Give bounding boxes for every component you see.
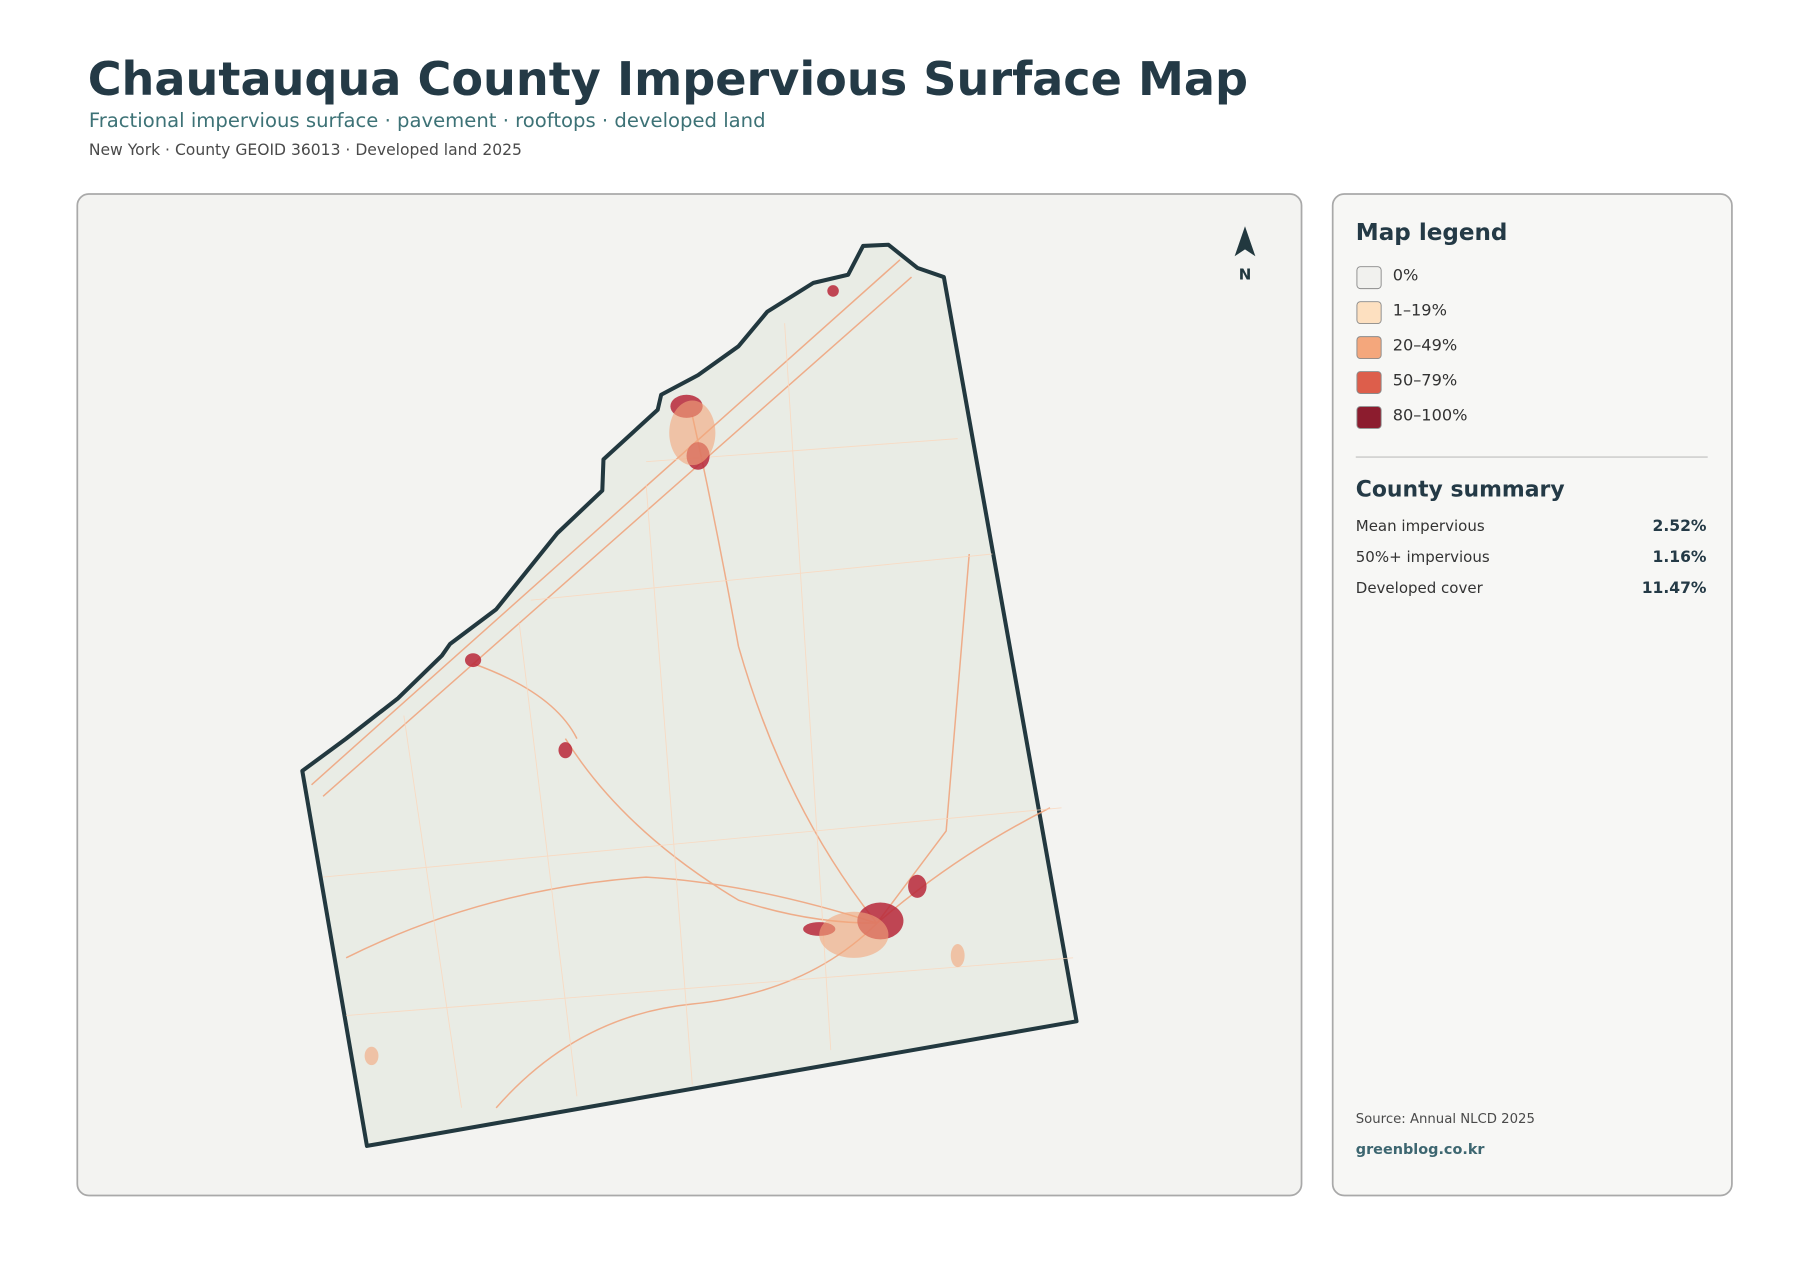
legend-label: 1–19% xyxy=(1393,301,1447,320)
summary-label: Developed cover xyxy=(1356,579,1484,597)
legend-label: 80–100% xyxy=(1393,405,1468,424)
summary-value: 2.52% xyxy=(1653,517,1707,535)
north-label: N xyxy=(1239,265,1252,283)
legend-label: 20–49% xyxy=(1393,335,1457,354)
legend-title: Map legend xyxy=(1356,220,1508,246)
legend-label: 50–79% xyxy=(1393,370,1457,389)
legend-items: 0% 1–19% 20–49% 50–79% 80–100% xyxy=(1356,266,1468,429)
county-map xyxy=(300,242,1079,1148)
summary-value: 11.47% xyxy=(1642,579,1707,597)
summary-label: Mean impervious xyxy=(1356,517,1485,535)
subtitle: Fractional impervious surface · pavement… xyxy=(89,109,766,132)
site: greenblog.co.kr xyxy=(1356,1142,1486,1158)
meta: New York · County GEOID 36013 · Develope… xyxy=(89,141,522,159)
summary-label: 50%+ impervious xyxy=(1356,548,1490,566)
legend-swatch xyxy=(1356,336,1382,360)
summary-value: 1.16% xyxy=(1653,548,1707,566)
title: Chautauqua County Impervious Surface Map xyxy=(88,52,1248,106)
summary-rows: Mean impervious 2.52% 50%+ impervious 1.16%… xyxy=(1356,517,1707,597)
legend-swatch xyxy=(1356,371,1382,394)
legend-label: 0% xyxy=(1393,266,1419,285)
summary-title: County summary xyxy=(1356,477,1565,502)
legend-swatch xyxy=(1356,266,1382,290)
legend-panel xyxy=(1331,193,1733,1197)
legend-swatch xyxy=(1356,406,1382,429)
source: Source: Annual NLCD 2025 xyxy=(1356,1112,1535,1127)
legend-swatch xyxy=(1356,301,1382,325)
north-arrow: N xyxy=(1234,226,1256,283)
